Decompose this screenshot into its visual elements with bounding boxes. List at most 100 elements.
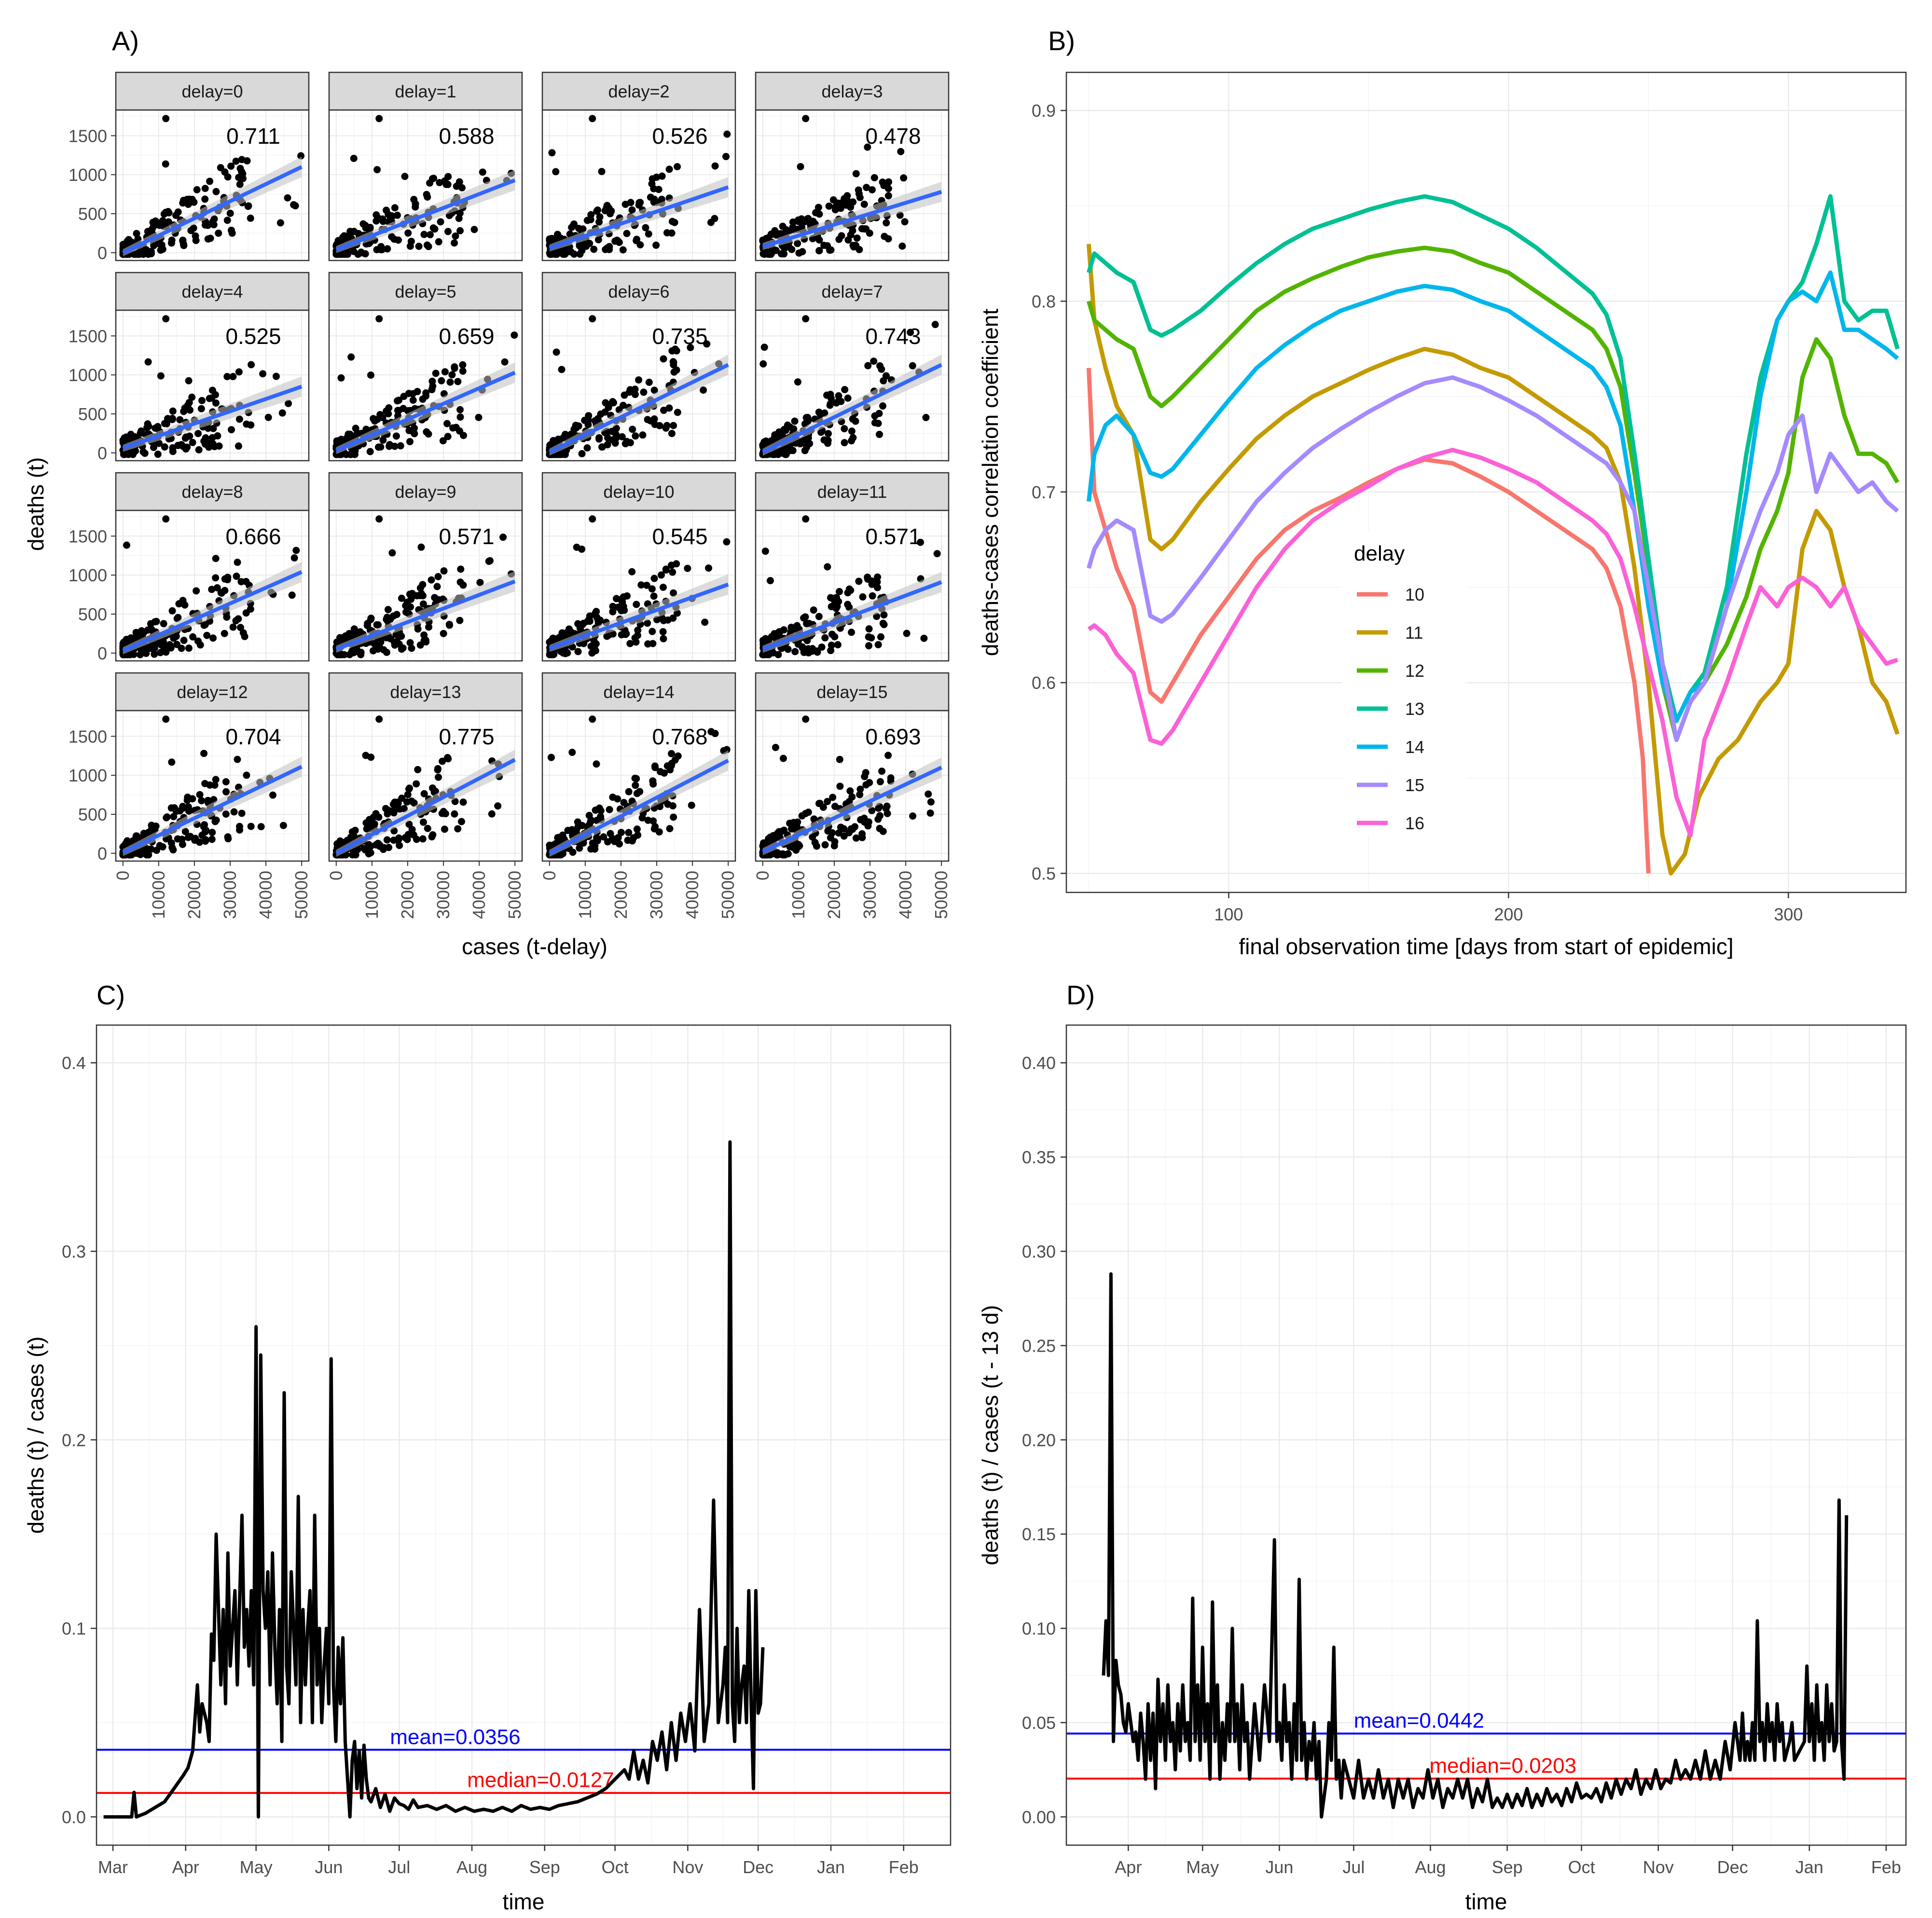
scatter-point [354,250,362,258]
scatter-point [831,803,839,810]
scatter-point [372,841,380,849]
scatter-point [279,822,287,829]
scatter-point [367,371,374,379]
scatter-point [235,415,243,423]
scatter-point [169,448,177,455]
panel-d-border [1065,1024,1907,1846]
scatter-point [602,399,609,407]
scatter-point [184,803,192,811]
scatter-point [609,794,617,801]
scatter-point [379,846,387,853]
scatter-point [884,752,892,759]
scatter-point [455,215,463,222]
scatter-point [827,647,835,655]
scatter-point [634,631,641,639]
y-tick-label: 0.10 [1022,1619,1056,1639]
scatter-point [865,642,872,650]
scatter-point [370,813,377,821]
regression-line [549,363,729,454]
scatter-point [375,245,383,253]
scatter-point [362,819,370,827]
scatter-point [215,229,222,237]
scatter-point [790,425,798,433]
scatter-point [213,584,221,591]
scatter-point [428,833,436,841]
scatter-point [444,228,452,235]
scatter-point [456,413,464,421]
y-tick-label: 0 [97,243,107,263]
scatter-point [703,340,711,348]
scatter-point [336,651,344,658]
scatter-point [123,638,131,645]
scatter-point [907,329,914,336]
scatter-point [824,430,832,438]
regression-line [335,370,516,452]
scatter-point [233,573,240,580]
scatter-point [162,160,169,168]
scatter-point [188,393,196,401]
scatter-point [123,541,131,549]
scatter-point [494,802,502,810]
scatter-point [390,235,398,243]
scatter-point [665,404,673,412]
panel-d: D) mean=0.0442 median=0.0203 Apr May Jun Jul… [978,980,1907,1914]
scatter-point [611,439,619,447]
scatter-point [185,644,193,652]
scatter-point [861,773,869,781]
scatter-point [374,443,382,451]
scatter-point [375,515,383,523]
y-tick-label: 0.05 [1022,1713,1056,1733]
scatter-point [640,388,648,396]
scatter-point [849,434,857,441]
scatter-point [827,834,834,842]
scatter-point [856,785,864,793]
scatter-point [162,515,170,523]
facet-strip-label: delay=9 [395,482,456,502]
scatter-point [594,415,602,423]
x-tick-label: 200 [1494,904,1523,924]
scatter-point [878,767,886,775]
scatter-point [630,834,637,842]
facet: delay=11 0.571 [755,472,950,662]
correlation-label: 0.666 [225,524,281,549]
facet-grid: delay=00.711050010001500delay=10.588dela… [69,71,951,919]
scatter-point [386,635,394,643]
scatter-point [459,367,467,375]
scatter-point [767,231,775,238]
scatter-point [148,822,155,829]
scatter-point [412,200,419,208]
scatter-point [162,115,170,123]
scatter-point [767,437,775,445]
scatter-point [674,752,682,760]
x-tick-label: Sep [1492,1857,1523,1877]
scatter-point [367,754,375,761]
scatter-point [645,378,653,386]
facet-strip-label: delay=13 [390,682,461,702]
scatter-point [848,427,856,435]
scatter-point [222,778,230,786]
scatter-point [761,651,769,658]
scatter-point [121,451,128,458]
scatter-point [558,366,566,373]
scatter-point [623,592,631,600]
y-tick-label: 0 [97,844,107,863]
scatter-point [383,836,391,844]
scatter-point [863,184,870,192]
scatter-point [837,397,845,405]
scatter-point [598,168,606,176]
scatter-point [198,831,206,839]
scatter-point [139,250,147,258]
scatter-point [383,407,390,415]
y-tick-label: 0.2 [62,1430,86,1450]
regression-line [335,178,516,252]
scatter-point [290,554,298,562]
panel-d-series-line [1102,1272,1849,1819]
scatter-point [148,626,155,633]
scatter-point [868,186,876,193]
scatter-point [933,550,941,558]
scatter-point [580,619,587,627]
scatter-point [154,451,162,458]
scatter-point [611,837,619,845]
scatter-point [858,830,866,838]
scatter-point [441,825,448,833]
